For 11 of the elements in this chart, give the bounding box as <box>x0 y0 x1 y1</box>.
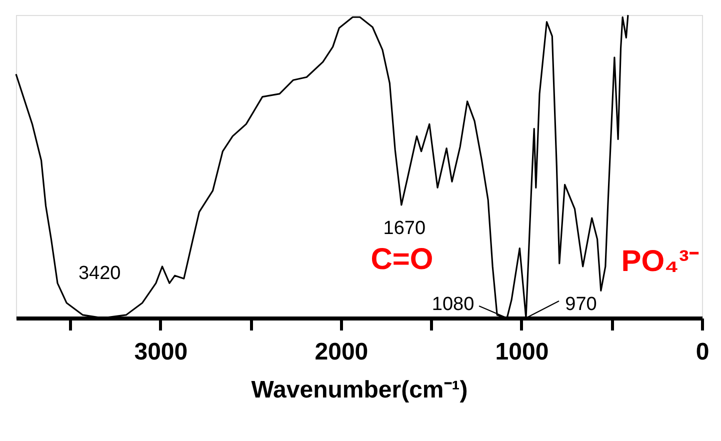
x-tick-label: 2000 <box>314 338 368 366</box>
annotation: 1080 <box>432 294 474 315</box>
x-tick-label: 0 <box>696 338 710 366</box>
annotation: 1670 <box>383 218 426 239</box>
annotation: C=O <box>370 243 434 276</box>
x-axis-title: Wavenumber(cm⁻¹) <box>251 376 468 404</box>
annotation: 970 <box>565 294 597 315</box>
annotation: 3420 <box>78 263 121 284</box>
x-tick-label: 1000 <box>495 338 549 366</box>
x-tick-label: 3000 <box>134 338 188 366</box>
annotation: PO₄³⁻ <box>621 245 699 278</box>
